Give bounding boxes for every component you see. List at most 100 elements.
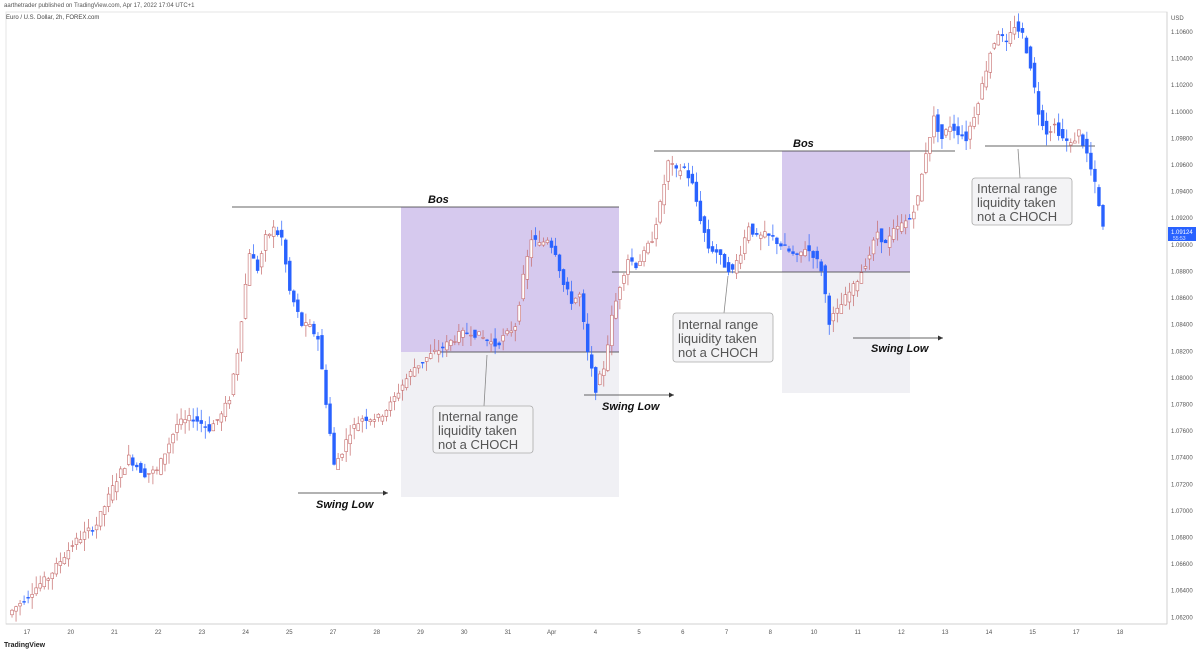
price-tick-0: 1.10600 <box>1171 30 1193 36</box>
time-tick-15: 6 <box>681 630 685 636</box>
candle-body <box>871 239 876 255</box>
candle-body <box>364 416 368 421</box>
candle-body <box>847 291 852 303</box>
time-tick-5: 24 <box>242 630 249 636</box>
candle-body <box>243 284 248 319</box>
candle-body <box>94 524 99 531</box>
candle-body <box>127 454 131 465</box>
candle-body <box>517 305 521 322</box>
candle-body <box>553 245 558 255</box>
time-tick-11: 31 <box>505 630 512 636</box>
candle-body <box>131 457 135 466</box>
time-tick-9: 29 <box>417 630 424 636</box>
candle-body <box>163 453 167 465</box>
swing-low-arrow-1 <box>383 490 388 496</box>
candle-body <box>972 117 976 127</box>
bos-label-1: Bos <box>428 194 449 206</box>
candle-body <box>408 371 413 377</box>
candle-body <box>1000 34 1005 37</box>
candle-body <box>18 603 22 607</box>
candle-body <box>98 511 103 527</box>
candle-body <box>22 601 26 603</box>
candle-body <box>569 291 574 304</box>
price-tick-11: 1.08400 <box>1171 323 1193 329</box>
candle-body <box>1024 37 1029 54</box>
candle-body <box>151 469 155 474</box>
candle-body <box>759 234 763 239</box>
candle-body <box>618 287 622 300</box>
time-tick-17: 8 <box>769 630 773 636</box>
candle-body <box>505 330 509 335</box>
candle-body <box>420 362 425 364</box>
candle-body <box>859 272 864 284</box>
callout-1-line-2: liquidity taken <box>438 423 517 438</box>
candle-body <box>924 153 928 173</box>
candle-body <box>469 334 473 337</box>
discount-zone-2 <box>782 272 910 393</box>
candle-body <box>360 418 364 422</box>
candle-body <box>384 409 389 417</box>
candle-body <box>1008 32 1013 44</box>
candle-body <box>879 228 884 243</box>
candle-body <box>211 423 216 432</box>
candle-body <box>734 260 739 274</box>
range-zone-2 <box>782 151 910 272</box>
candle-body <box>630 257 634 262</box>
candle-body <box>791 251 795 254</box>
price-tick-20: 1.06600 <box>1171 562 1193 568</box>
swing-low-label-1: Swing Low <box>316 499 375 511</box>
callout-box-1: Internal range liquidity taken not a CHO… <box>432 405 534 454</box>
candle-body <box>1036 91 1041 115</box>
candle-body <box>883 239 888 244</box>
candle-body <box>831 313 835 322</box>
bar-countdown: 55:53 <box>1173 236 1186 242</box>
candle-body <box>175 424 179 433</box>
candle-body <box>332 432 336 465</box>
candle-body <box>324 369 328 405</box>
candle-body <box>976 103 980 115</box>
candle-body <box>594 367 598 393</box>
time-tick-18: 10 <box>811 630 818 636</box>
candle-body <box>199 420 203 424</box>
candle-body <box>819 261 823 272</box>
price-tick-18: 1.07000 <box>1171 509 1193 515</box>
candle-body <box>787 248 791 252</box>
candle-body <box>259 253 264 268</box>
candle-body <box>38 583 42 589</box>
candle-body <box>767 233 771 236</box>
candle-body <box>392 396 397 402</box>
candle-body <box>887 235 892 248</box>
candle-body <box>1016 21 1021 32</box>
candle-body <box>944 129 948 136</box>
candle-body <box>855 281 860 292</box>
candle-body <box>839 304 844 314</box>
candle-body <box>622 275 626 284</box>
candle-body <box>863 266 868 269</box>
price-tick-14: 1.07800 <box>1171 402 1193 408</box>
candle-body <box>86 527 91 532</box>
price-tick-10: 1.08600 <box>1171 296 1193 302</box>
candle-body <box>928 137 932 154</box>
time-axis-ticks: 17 20 21 22 23 24 25 27 28 29 30 31 Apr 4 5 6 7 8 10 11 12 13… <box>24 630 1124 636</box>
candle-body <box>247 253 252 286</box>
candle-body <box>110 485 115 501</box>
candle-body <box>690 173 695 184</box>
candle-body <box>441 346 445 349</box>
candle-body <box>316 335 320 340</box>
candle-body <box>497 342 501 346</box>
candle-body <box>300 312 304 326</box>
candle-body <box>50 572 54 579</box>
candle-body <box>590 354 594 369</box>
candle-body <box>875 231 880 240</box>
time-tick-25: 18 <box>1117 630 1124 636</box>
candle-body <box>916 195 920 206</box>
candle-body <box>404 378 409 388</box>
candle-body <box>823 265 827 295</box>
candle-body <box>755 233 759 235</box>
candle-body <box>912 211 916 220</box>
time-tick-21: 13 <box>942 630 949 636</box>
candle-body <box>74 537 79 545</box>
candle-body <box>1040 110 1045 127</box>
candle-body <box>143 468 147 478</box>
